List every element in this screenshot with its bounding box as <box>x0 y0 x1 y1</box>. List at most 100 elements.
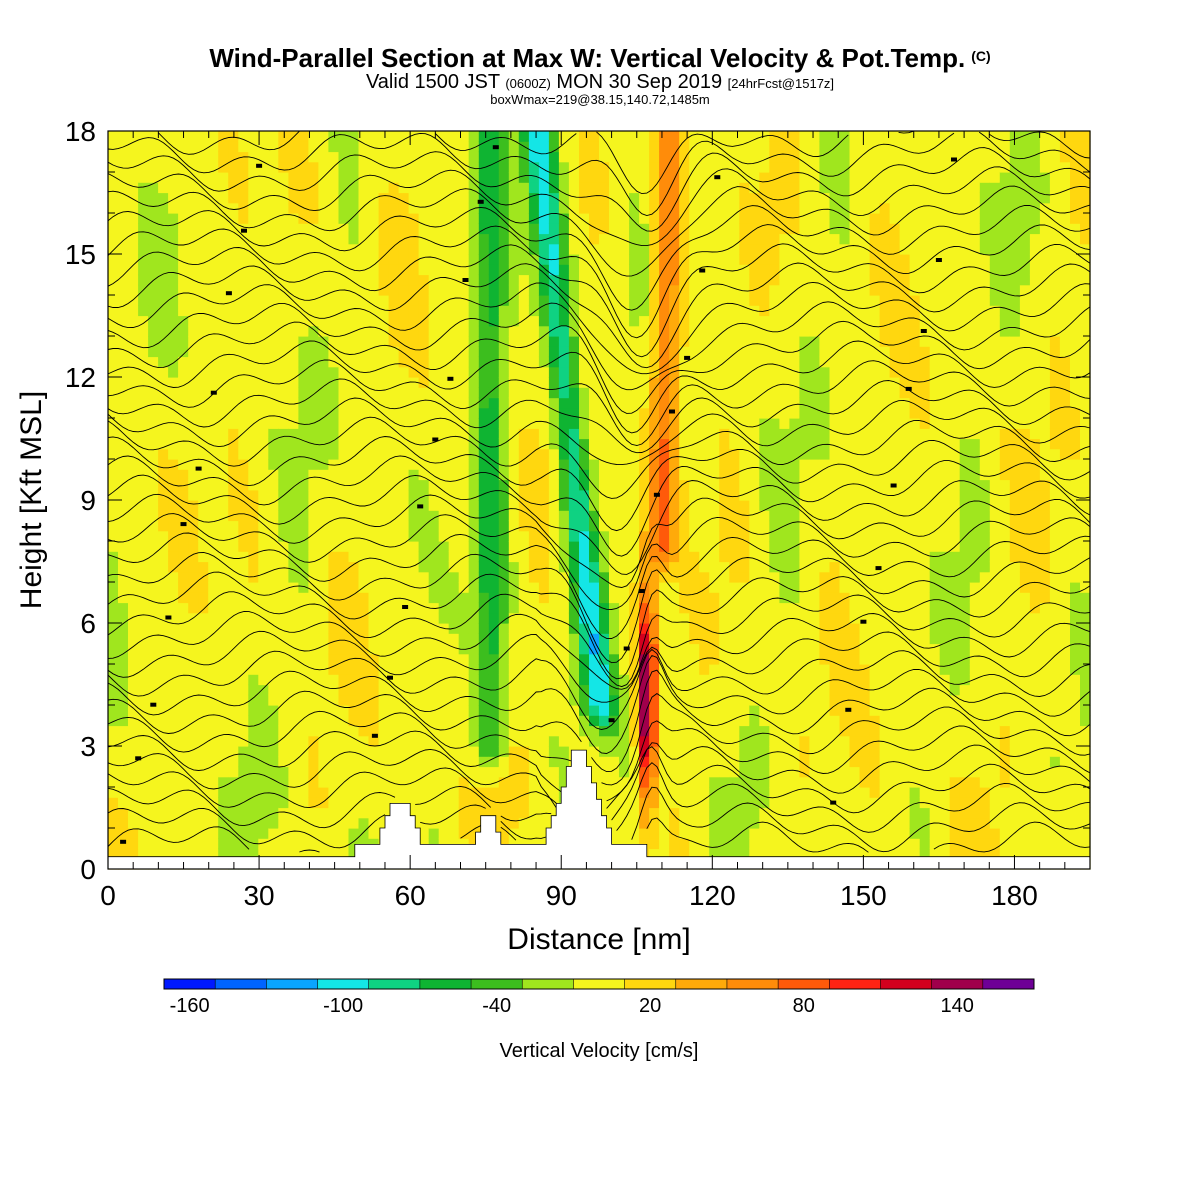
velocity-cell <box>128 438 139 450</box>
velocity-cell <box>368 469 380 481</box>
velocity-cell <box>338 489 350 501</box>
velocity-cell <box>468 633 480 645</box>
velocity-cell <box>398 725 410 737</box>
velocity-cell <box>468 817 480 829</box>
velocity-cell <box>208 746 219 757</box>
velocity-cell <box>589 448 600 460</box>
velocity-cell <box>148 192 159 204</box>
velocity-cell <box>538 817 550 829</box>
velocity-cell <box>548 571 560 583</box>
velocity-cell <box>438 295 450 306</box>
velocity-cell <box>719 643 730 655</box>
velocity-cell <box>689 264 700 276</box>
velocity-cell <box>679 233 690 245</box>
velocity-cell <box>558 500 570 511</box>
velocity-cell <box>609 202 620 214</box>
velocity-cell <box>388 243 400 255</box>
velocity-cell <box>709 756 720 768</box>
velocity-cell <box>168 346 179 358</box>
velocity-cell <box>789 643 800 655</box>
velocity-cell <box>579 418 590 429</box>
velocity-cell <box>298 223 309 235</box>
velocity-cell <box>498 735 510 747</box>
velocity-cell <box>759 541 770 552</box>
velocity-cell <box>348 787 360 798</box>
velocity-cell <box>448 510 460 522</box>
velocity-cell <box>248 151 259 163</box>
velocity-cell <box>288 356 299 368</box>
velocity-cell <box>568 346 580 358</box>
velocity-cell <box>228 828 239 839</box>
velocity-cell <box>719 407 730 419</box>
velocity-cell <box>769 817 780 829</box>
velocity-cell <box>428 612 440 624</box>
velocity-cell <box>739 459 750 470</box>
velocity-cell <box>228 387 239 399</box>
velocity-cell <box>548 233 560 245</box>
velocity-cell <box>769 694 780 706</box>
velocity-cell <box>178 561 189 573</box>
velocity-cell <box>218 787 229 798</box>
velocity-cell <box>629 131 640 142</box>
velocity-cell <box>188 787 199 798</box>
velocity-cell <box>498 653 510 665</box>
velocity-cell <box>508 725 520 737</box>
velocity-cell <box>729 336 740 347</box>
velocity-cell <box>118 643 129 655</box>
velocity-cell <box>418 336 430 347</box>
velocity-cell <box>218 817 229 829</box>
velocity-cell <box>118 530 129 542</box>
velocity-cell <box>308 541 319 552</box>
velocity-cell <box>328 612 339 624</box>
velocity-cell <box>218 530 229 542</box>
velocity-cell <box>518 356 530 368</box>
velocity-cell <box>689 541 700 552</box>
velocity-cell <box>308 233 319 245</box>
velocity-cell <box>168 735 179 747</box>
velocity-cell <box>488 161 500 173</box>
velocity-cell <box>779 356 790 368</box>
velocity-cell <box>438 469 450 481</box>
velocity-cell <box>518 797 530 809</box>
velocity-cell <box>308 551 319 563</box>
velocity-cell <box>639 202 650 214</box>
velocity-cell <box>428 346 440 358</box>
velocity-cell <box>518 172 530 183</box>
velocity-cell <box>689 756 700 768</box>
velocity-cell <box>128 684 139 696</box>
velocity-cell <box>538 161 550 173</box>
velocity-cell <box>138 828 149 839</box>
velocity-cell <box>478 674 490 686</box>
velocity-cell <box>599 223 610 235</box>
velocity-cell <box>709 428 720 440</box>
velocity-cell <box>789 653 800 665</box>
velocity-cell <box>568 459 580 470</box>
velocity-cell <box>348 336 360 347</box>
velocity-cell <box>779 674 790 686</box>
velocity-cell <box>228 336 239 347</box>
velocity-cell <box>579 336 590 347</box>
velocity-cell <box>268 479 279 491</box>
velocity-cell <box>538 428 550 440</box>
velocity-cell <box>388 735 400 747</box>
velocity-cell <box>709 305 720 317</box>
velocity-cell <box>448 674 460 686</box>
velocity-cell <box>769 715 780 727</box>
velocity-cell <box>669 131 680 142</box>
velocity-cell <box>288 336 299 347</box>
velocity-cell <box>498 192 510 204</box>
velocity-cell <box>448 664 460 675</box>
velocity-cell <box>108 489 119 501</box>
velocity-cell <box>238 264 249 276</box>
velocity-cell <box>508 284 520 296</box>
velocity-cell <box>779 756 790 768</box>
velocity-cell <box>418 776 430 788</box>
velocity-cell <box>248 530 259 542</box>
velocity-cell <box>579 428 590 440</box>
velocity-cell <box>388 787 400 798</box>
velocity-cell <box>458 223 470 235</box>
velocity-cell <box>568 243 580 255</box>
velocity-cell <box>448 243 460 255</box>
velocity-cell <box>318 161 329 173</box>
velocity-cell <box>308 407 319 419</box>
